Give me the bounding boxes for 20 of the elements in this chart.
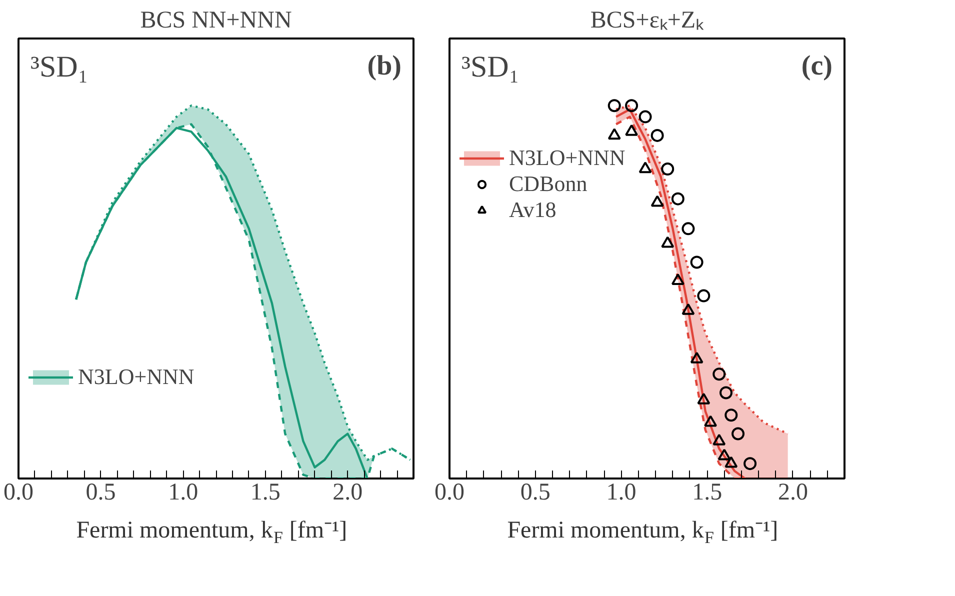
legend-label: N3LO+NNN <box>78 364 194 390</box>
text: (c) <box>801 50 832 82</box>
legend-label: Av18 <box>509 197 556 223</box>
chart-title: BCS NN+NNN <box>140 8 292 34</box>
x-tick-label: 2.0 <box>778 480 808 506</box>
legend-label: N3LO+NNN <box>509 145 626 171</box>
x-tick-label: 1.5 <box>692 480 722 506</box>
x-tick-label: 1.5 <box>250 480 280 506</box>
text: ³SD₁ <box>462 50 520 84</box>
x-tick-label: 1.0 <box>606 480 636 506</box>
legend-label: CDBonn <box>509 171 588 197</box>
chart-title: BCS+εₖ+Zₖ <box>590 8 705 34</box>
x-tick-label: 0.5 <box>86 480 116 506</box>
x-tick-label: 0.0 <box>4 480 34 506</box>
x-tick-label: 0.0 <box>434 480 464 506</box>
text: (b) <box>367 50 402 82</box>
x-tick-label: 0.5 <box>520 480 550 506</box>
text: ³SD₁ <box>30 50 88 84</box>
x-tick-label: 2.0 <box>332 480 363 506</box>
x-tick-label: 1.0 <box>168 480 198 506</box>
